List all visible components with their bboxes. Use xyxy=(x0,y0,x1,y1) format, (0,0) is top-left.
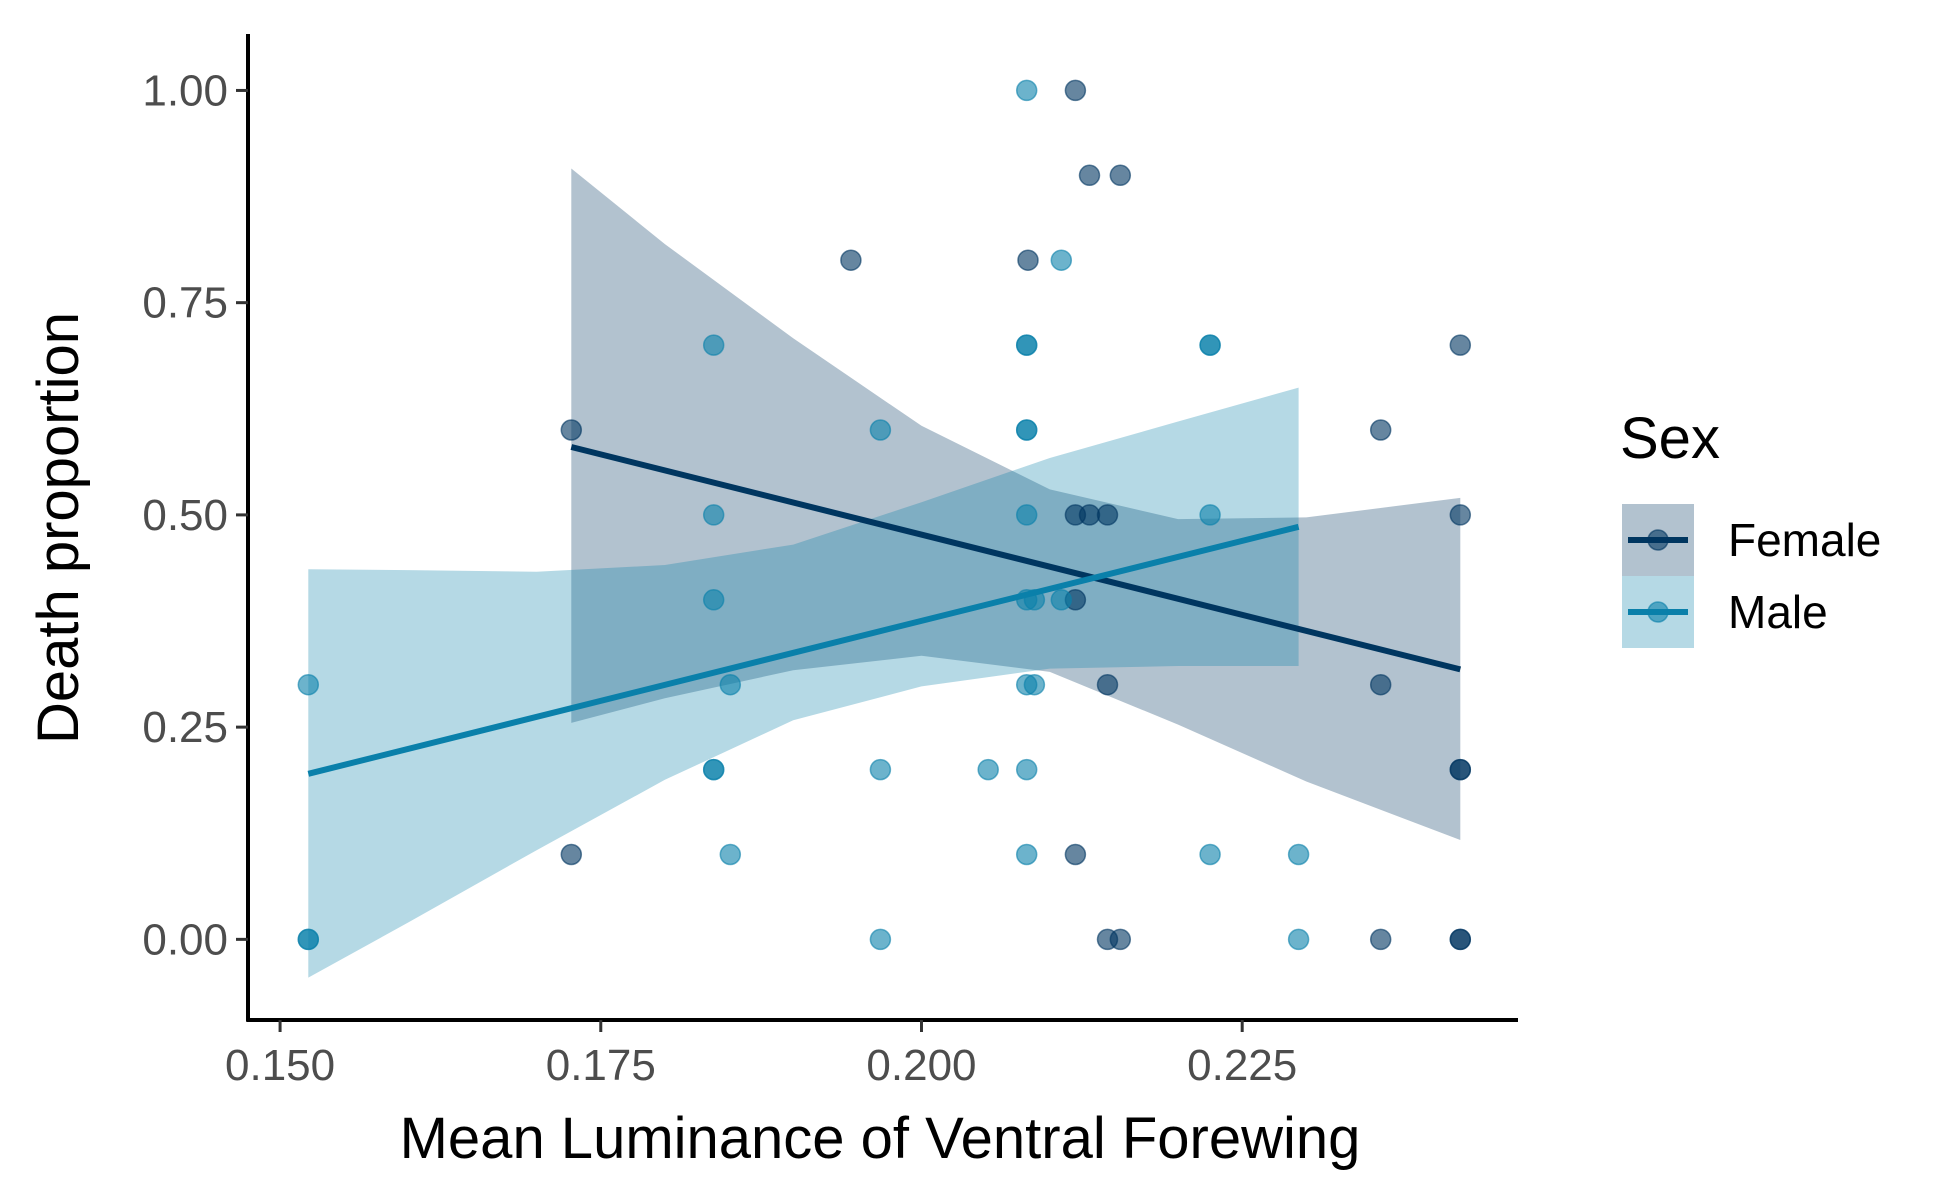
data-point-male xyxy=(1287,928,1310,951)
y-tick-label: 0.75 xyxy=(142,279,228,328)
x-tick-label: 0.225 xyxy=(1187,1041,1297,1090)
data-point-female xyxy=(1369,928,1392,951)
confidence-band-male xyxy=(308,387,1299,978)
data-point-female xyxy=(1449,928,1472,951)
confidence-band-female xyxy=(571,168,1461,840)
data-point-male xyxy=(977,758,999,781)
y-axis-title: Death proportion xyxy=(26,312,91,744)
data-point-female xyxy=(1078,504,1101,526)
legend: Sex Female Male xyxy=(1620,406,1881,648)
x-axis-title: Mean Luminance of Ventral Forewing xyxy=(400,1106,1361,1171)
data-point-female xyxy=(1109,164,1132,187)
x-tick-label: 0.175 xyxy=(546,1041,656,1090)
data-point-male xyxy=(1199,843,1221,866)
data-point-female xyxy=(1017,249,1039,271)
data-point-male xyxy=(719,673,742,696)
legend-key-point-female xyxy=(1647,529,1669,551)
y-tick-label: 0.50 xyxy=(142,491,228,540)
data-point-female xyxy=(840,249,862,271)
data-point-male xyxy=(1015,843,1038,866)
data-point-male xyxy=(1015,79,1038,102)
y-tick-label: 0.00 xyxy=(142,915,228,964)
data-point-male xyxy=(702,334,725,356)
x-tick-label: 0.200 xyxy=(866,1041,976,1090)
fit-line-male xyxy=(307,523,1300,777)
data-point-male xyxy=(869,928,892,951)
y-tick-label: 1.00 xyxy=(142,66,228,115)
data-point-male xyxy=(702,589,725,611)
data-point-male xyxy=(1050,249,1073,271)
data-point-male xyxy=(1015,419,1038,441)
data-point-male xyxy=(297,928,320,951)
data-point-female xyxy=(1109,928,1132,951)
data-point-female xyxy=(1064,843,1087,866)
data-point-female xyxy=(1078,164,1101,187)
data-point-female xyxy=(560,843,583,866)
data-point-male xyxy=(702,504,725,526)
data-point-female xyxy=(1064,79,1087,102)
fit-line-female xyxy=(570,444,1462,673)
data-point-female xyxy=(1096,673,1119,696)
data-point-female xyxy=(1369,419,1392,441)
legend-label-female: Female xyxy=(1728,514,1881,566)
data-point-male xyxy=(1050,589,1073,611)
legend-label-male: Male xyxy=(1728,586,1828,638)
data-point-female xyxy=(1449,504,1472,526)
plot-area xyxy=(297,79,1472,978)
data-point-female xyxy=(1449,758,1472,781)
axes: 0.00 0.25 0.50 0.75 1.00 0.150 0.175 0.200 0.225 xyxy=(142,34,1518,1090)
data-point-male xyxy=(702,758,725,781)
data-point-female xyxy=(1449,334,1472,356)
data-point-male xyxy=(1199,334,1221,356)
data-point-female xyxy=(560,419,583,441)
data-point-male xyxy=(297,673,320,696)
data-point-male xyxy=(1287,843,1310,866)
data-point-female xyxy=(1096,504,1119,526)
data-point-male xyxy=(1015,758,1038,781)
data-point-female xyxy=(1369,673,1392,696)
data-point-male xyxy=(1015,504,1038,526)
x-tick-label: 0.150 xyxy=(225,1041,335,1090)
data-point-male xyxy=(719,843,742,866)
data-point-male xyxy=(1023,673,1046,696)
y-tick-label: 0.25 xyxy=(142,703,228,752)
legend-key-point-male xyxy=(1647,601,1669,623)
data-point-male xyxy=(1015,334,1038,356)
legend-title: Sex xyxy=(1620,406,1720,471)
data-point-male xyxy=(1199,504,1221,526)
data-point-male xyxy=(869,758,892,781)
data-point-male xyxy=(869,419,892,441)
